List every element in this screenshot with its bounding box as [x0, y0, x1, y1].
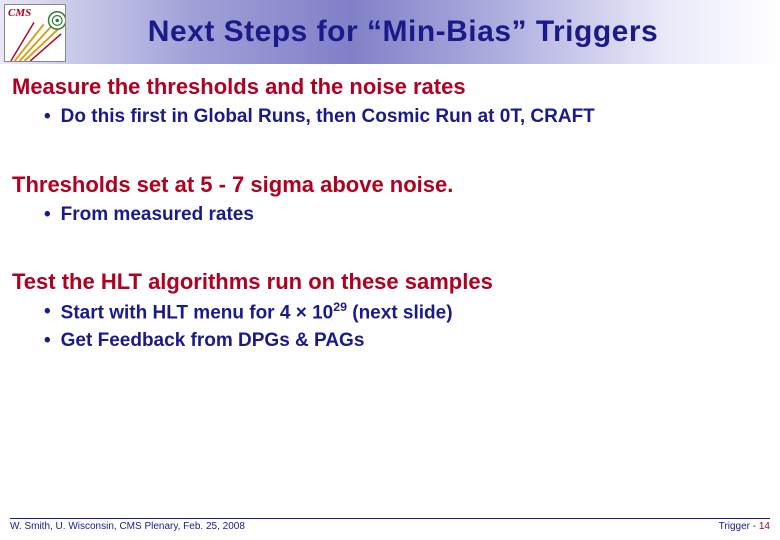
page-number: 14: [759, 521, 770, 532]
footer-label: Trigger -: [719, 521, 759, 532]
bullet-item: • From measured rates: [44, 202, 764, 228]
bullet-marker: •: [44, 104, 51, 130]
slide-header: CMS Next Steps for “Min-Bias” Triggers: [0, 0, 780, 64]
cms-logo-label: CMS: [8, 7, 31, 19]
slide-body: Measure the thresholds and the noise rat…: [0, 64, 780, 354]
slide-footer: W. Smith, U. Wisconsin, CMS Plenary, Feb…: [0, 518, 780, 532]
bullet-text: From measured rates: [61, 202, 254, 228]
bullet-list: • Do this first in Global Runs, then Cos…: [44, 104, 764, 130]
bullet-marker: •: [44, 328, 51, 354]
bullet-list: • From measured rates: [44, 202, 764, 228]
bullet-marker: •: [44, 202, 51, 228]
section-heading: Thresholds set at 5 - 7 sigma above nois…: [12, 172, 764, 198]
bullet-text: Do this first in Global Runs, then Cosmi…: [61, 104, 595, 130]
section-heading: Test the HLT algorithms run on these sam…: [12, 269, 764, 295]
footer-right: Trigger - 14: [719, 521, 770, 532]
bullet-item: • Get Feedback from DPGs & PAGs: [44, 328, 764, 354]
footer-divider: [10, 518, 770, 519]
bullet-item: • Do this first in Global Runs, then Cos…: [44, 104, 764, 130]
section-heading: Measure the thresholds and the noise rat…: [12, 74, 764, 100]
slide-title: Next Steps for “Min-Bias” Triggers: [66, 15, 780, 49]
bullet-list: • Start with HLT menu for 4 × 1029 (next…: [44, 299, 764, 354]
bullet-text: Get Feedback from DPGs & PAGs: [61, 328, 365, 354]
cms-logo: CMS: [4, 4, 66, 62]
bullet-marker: •: [44, 299, 51, 325]
bullet-item: • Start with HLT menu for 4 × 1029 (next…: [44, 299, 764, 326]
bullet-text: Start with HLT menu for 4 × 1029 (next s…: [61, 299, 453, 326]
footer-left: W. Smith, U. Wisconsin, CMS Plenary, Feb…: [10, 521, 245, 532]
